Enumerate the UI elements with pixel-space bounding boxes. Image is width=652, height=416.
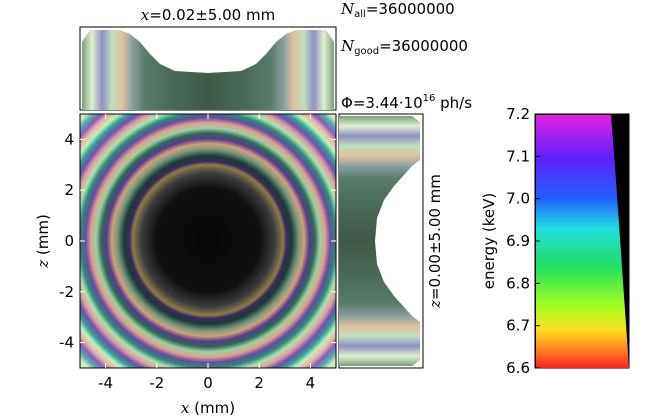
- y-tick-label: -4: [59, 334, 74, 352]
- x-tick-label: -2: [149, 374, 164, 392]
- colorbar-tick-label: 6.8: [506, 274, 530, 292]
- y-tick-label: 2: [64, 181, 74, 199]
- stats-block: Nall=36000000 Ngood=36000000 Φ=3.44·1016…: [340, 0, 472, 112]
- y-tick-label: 0: [64, 232, 74, 250]
- main-x-ticks: -4 -2 0 2 4: [98, 114, 315, 392]
- top-projection: x=0.02±5.00 mm: [79, 6, 337, 111]
- x-tick-label: 2: [254, 374, 264, 392]
- colorbar-tick-label: 7.2: [506, 105, 530, 123]
- colorbar-tick-label: 6.9: [506, 232, 530, 250]
- top-projection-title: x=0.02±5.00 mm: [141, 6, 275, 24]
- side-projection-area: [339, 116, 420, 366]
- main-x-axis-label: x (mm): [181, 399, 235, 416]
- y-tick-label: 4: [64, 130, 74, 148]
- flux-stat: Φ=3.44·1016 ph/s: [341, 93, 472, 112]
- colorbar-fill: [536, 115, 629, 368]
- colorbar-tick-label: 6.7: [506, 317, 530, 335]
- x-tick-label: -4: [98, 374, 113, 392]
- x-tick-label: 4: [306, 374, 316, 392]
- top-projection-area: [82, 30, 334, 110]
- colorbar-tick-label: 6.6: [506, 359, 530, 377]
- energy-colorbar: 7.2 7.1 7.0 6.9 6.8 6.7 6.6 energy (keV): [480, 105, 630, 377]
- colorbar-label: energy (keV): [480, 193, 498, 289]
- x-tick-label: 0: [203, 374, 213, 392]
- main-y-ticks: 4 2 0 -2 -4: [59, 130, 336, 352]
- side-projection: z=0.00±5.00 mm: [338, 113, 444, 369]
- side-projection-label: z=0.00±5.00 mm: [426, 174, 444, 309]
- n-all-stat: Nall=36000000: [340, 0, 455, 20]
- main-y-axis-label: z (mm): [34, 214, 52, 269]
- colorbar-tick-label: 7.0: [506, 190, 530, 208]
- colorbar-tick-label: 7.1: [506, 147, 530, 165]
- n-good-stat: Ngood=36000000: [340, 37, 468, 57]
- colorbar-ticks: 7.2 7.1 7.0 6.9 6.8 6.7 6.6: [506, 105, 540, 377]
- main-plot-background: [80, 114, 336, 368]
- y-tick-label: -2: [59, 283, 74, 301]
- main-plot: -4 -2 0 2 4 4 2 0 -2 -4 x (mm) z (mm): [34, 113, 337, 416]
